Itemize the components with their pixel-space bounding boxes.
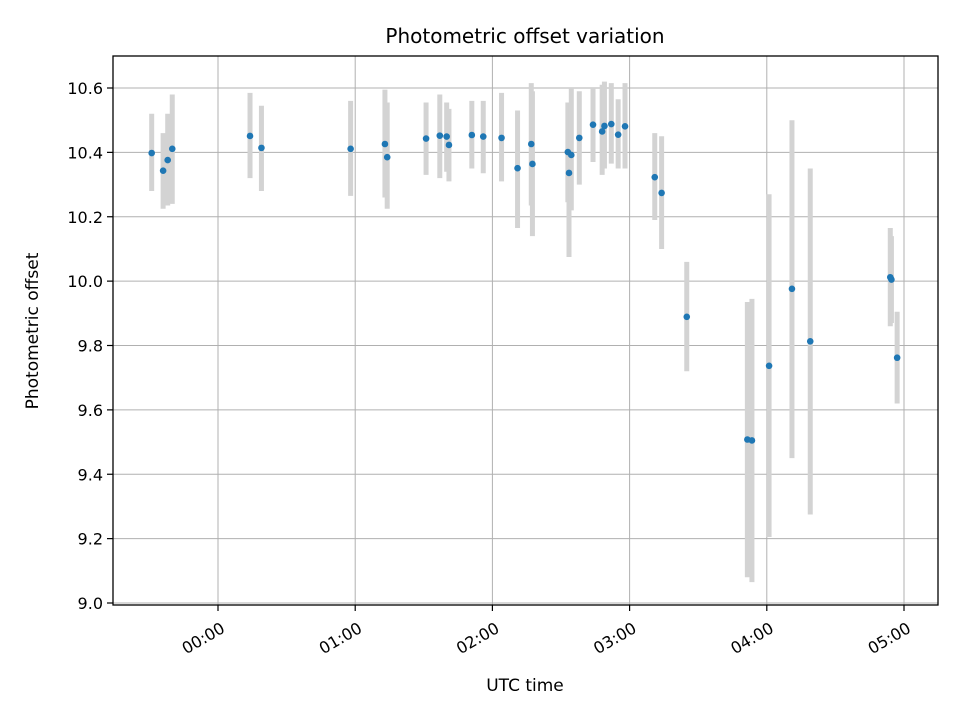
- data-point: [479, 133, 487, 140]
- data-point: [258, 144, 265, 152]
- data-point: [383, 153, 391, 161]
- y-tick-label: 10.2: [67, 208, 103, 227]
- data-point: [614, 131, 622, 138]
- data-point: [601, 122, 608, 130]
- data-point: [589, 121, 597, 128]
- chart-title: Photometric offset variation: [385, 24, 664, 48]
- plot-frame: [112, 55, 939, 606]
- data-point: [445, 141, 453, 149]
- data-point: [608, 120, 615, 128]
- data-point: [788, 285, 796, 293]
- data-point: [567, 151, 575, 159]
- data-point: [806, 338, 814, 345]
- data-point: [748, 437, 756, 444]
- data-point: [381, 140, 389, 148]
- data-point: [164, 156, 171, 164]
- data-point: [422, 135, 430, 142]
- y-tick-label: 10.4: [67, 143, 103, 162]
- data-point: [529, 160, 536, 168]
- y-tick-label: 9.0: [78, 594, 103, 613]
- y-tick-label: 9.6: [78, 401, 103, 420]
- x-axis-title: UTC time: [486, 676, 564, 696]
- data-point: [443, 133, 450, 140]
- data-points: [148, 120, 901, 444]
- data-point: [498, 134, 505, 142]
- data-point: [565, 169, 573, 177]
- data-point: [436, 132, 444, 139]
- data-point: [683, 313, 691, 321]
- data-point: [575, 134, 583, 142]
- data-point: [159, 167, 167, 175]
- data-point: [765, 362, 773, 370]
- data-point: [246, 132, 254, 140]
- y-tick-label: 9.4: [78, 465, 103, 484]
- y-axis-title: Photometric offset: [23, 252, 43, 409]
- data-point: [148, 149, 155, 157]
- data-point: [658, 189, 665, 197]
- y-tick-label: 9.8: [78, 337, 103, 356]
- data-point: [168, 145, 176, 153]
- data-point: [888, 276, 895, 283]
- y-tick-label: 10.6: [67, 79, 103, 98]
- data-point: [621, 123, 629, 130]
- y-tick-label: 9.2: [78, 530, 103, 549]
- y-tick-label: 10.0: [67, 272, 103, 291]
- y-axis: 9.0 9.2 9.4 9.6 9.8 10.0 10.2 10.4 10.6: [67, 79, 113, 613]
- data-point: [347, 145, 354, 153]
- data-point: [598, 128, 606, 135]
- data-point: [468, 131, 476, 139]
- data-point: [527, 140, 535, 148]
- data-point: [893, 354, 901, 362]
- data-point: [514, 164, 521, 172]
- data-point: [651, 173, 659, 181]
